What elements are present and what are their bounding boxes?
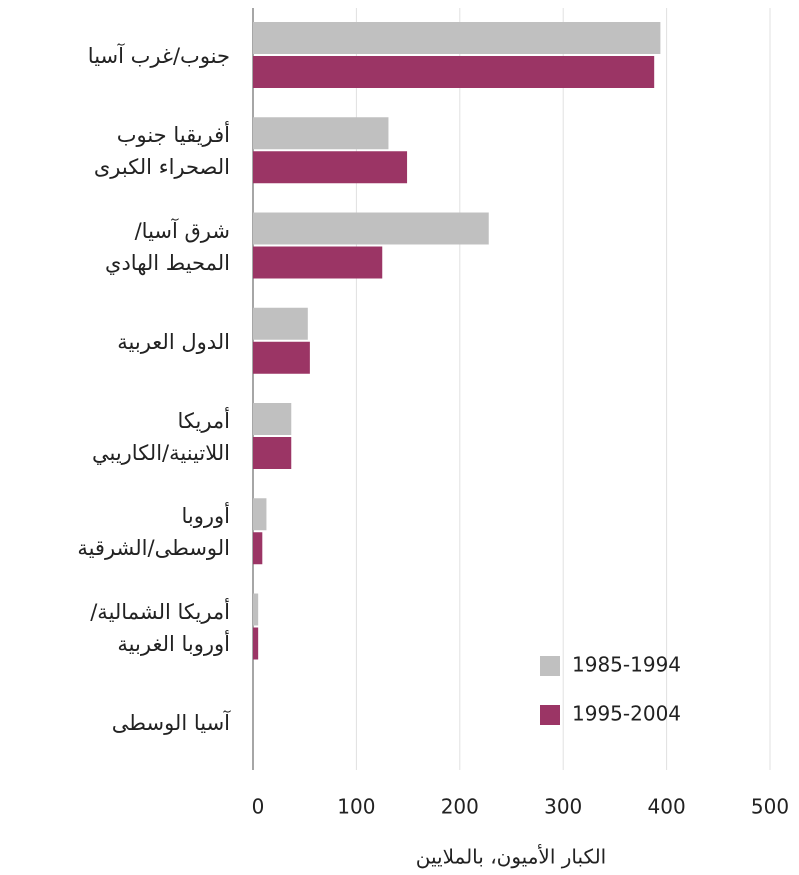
y-tick-label: أوروبا الوسطى/الشرقية	[77, 504, 230, 561]
x-tick-label: 200	[441, 795, 479, 819]
y-tick-label: أمريكا الشمالية/ أوروبا الغربية	[90, 599, 230, 656]
y-tick-label: أفريقيا جنوب الصحراء الكبرى	[93, 123, 230, 180]
legend-label: 1985-1994	[572, 653, 681, 677]
x-tick-label: 300	[544, 795, 582, 819]
bar	[253, 341, 310, 374]
x-tick-label: 400	[648, 795, 686, 819]
legend-swatch	[540, 656, 560, 676]
bar	[253, 56, 655, 88]
bar	[253, 22, 661, 54]
bar	[253, 627, 259, 660]
bar	[253, 212, 489, 245]
x-tick-label: 0	[252, 795, 265, 819]
bar	[253, 593, 259, 626]
bar	[253, 151, 408, 184]
legend-label: 1995-2004	[572, 702, 681, 726]
y-tick-label: أمريكا اللاتينية/الكاريبي	[91, 409, 230, 465]
bar	[253, 498, 267, 531]
x-axis-title: الكبار الأميون، بالملايين	[416, 845, 606, 869]
bar	[253, 532, 263, 565]
legend-swatch	[540, 705, 560, 725]
x-tick-label: 500	[751, 795, 789, 819]
bar	[253, 437, 292, 469]
x-tick-label: 100	[337, 795, 375, 819]
y-tick-label: شرق آسيا/ المحيط الهادي	[105, 218, 230, 275]
bar	[253, 307, 308, 340]
y-tick-label: الدول العربية	[117, 329, 230, 354]
bar	[253, 246, 383, 279]
bar	[253, 403, 292, 435]
bar	[253, 117, 389, 150]
y-tick-label: جنوب/غرب آسيا	[87, 44, 230, 68]
y-tick-label: آسيا الوسطى	[111, 710, 230, 735]
